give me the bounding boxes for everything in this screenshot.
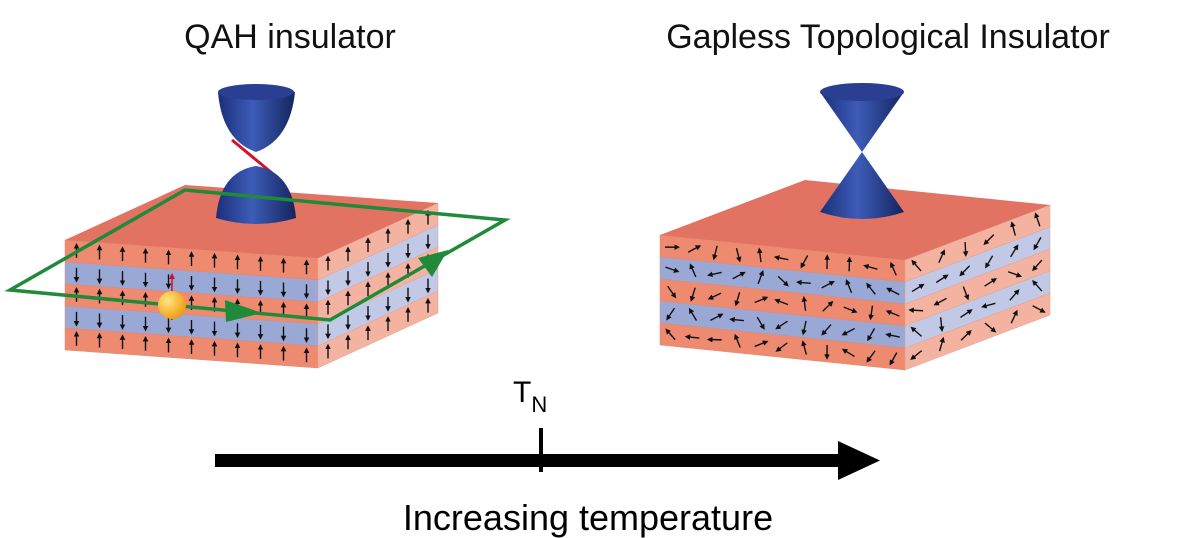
- transition-label: TN: [513, 376, 547, 417]
- temperature-arrow-shaft: [215, 454, 845, 467]
- right-title: Gapless Topological Insulator: [666, 18, 1110, 56]
- upper-band-rim: [218, 84, 294, 100]
- electron: [158, 291, 186, 319]
- figure: QAH insulator Gapless Topological Insula…: [0, 0, 1177, 538]
- spin-arrow: [799, 282, 811, 283]
- left-title: QAH insulator: [184, 18, 396, 56]
- axis-label: Increasing temperature: [403, 497, 773, 538]
- transition-subscript: N: [531, 392, 547, 417]
- dirac-cone-rim: [820, 83, 904, 101]
- slabs: [10, 83, 1050, 370]
- spin-arrow: [965, 242, 966, 254]
- transition-tick: [539, 428, 543, 472]
- transition-symbol: T: [513, 376, 531, 409]
- spin-arrow: [911, 310, 923, 311]
- temperature-arrow-head: [838, 441, 880, 480]
